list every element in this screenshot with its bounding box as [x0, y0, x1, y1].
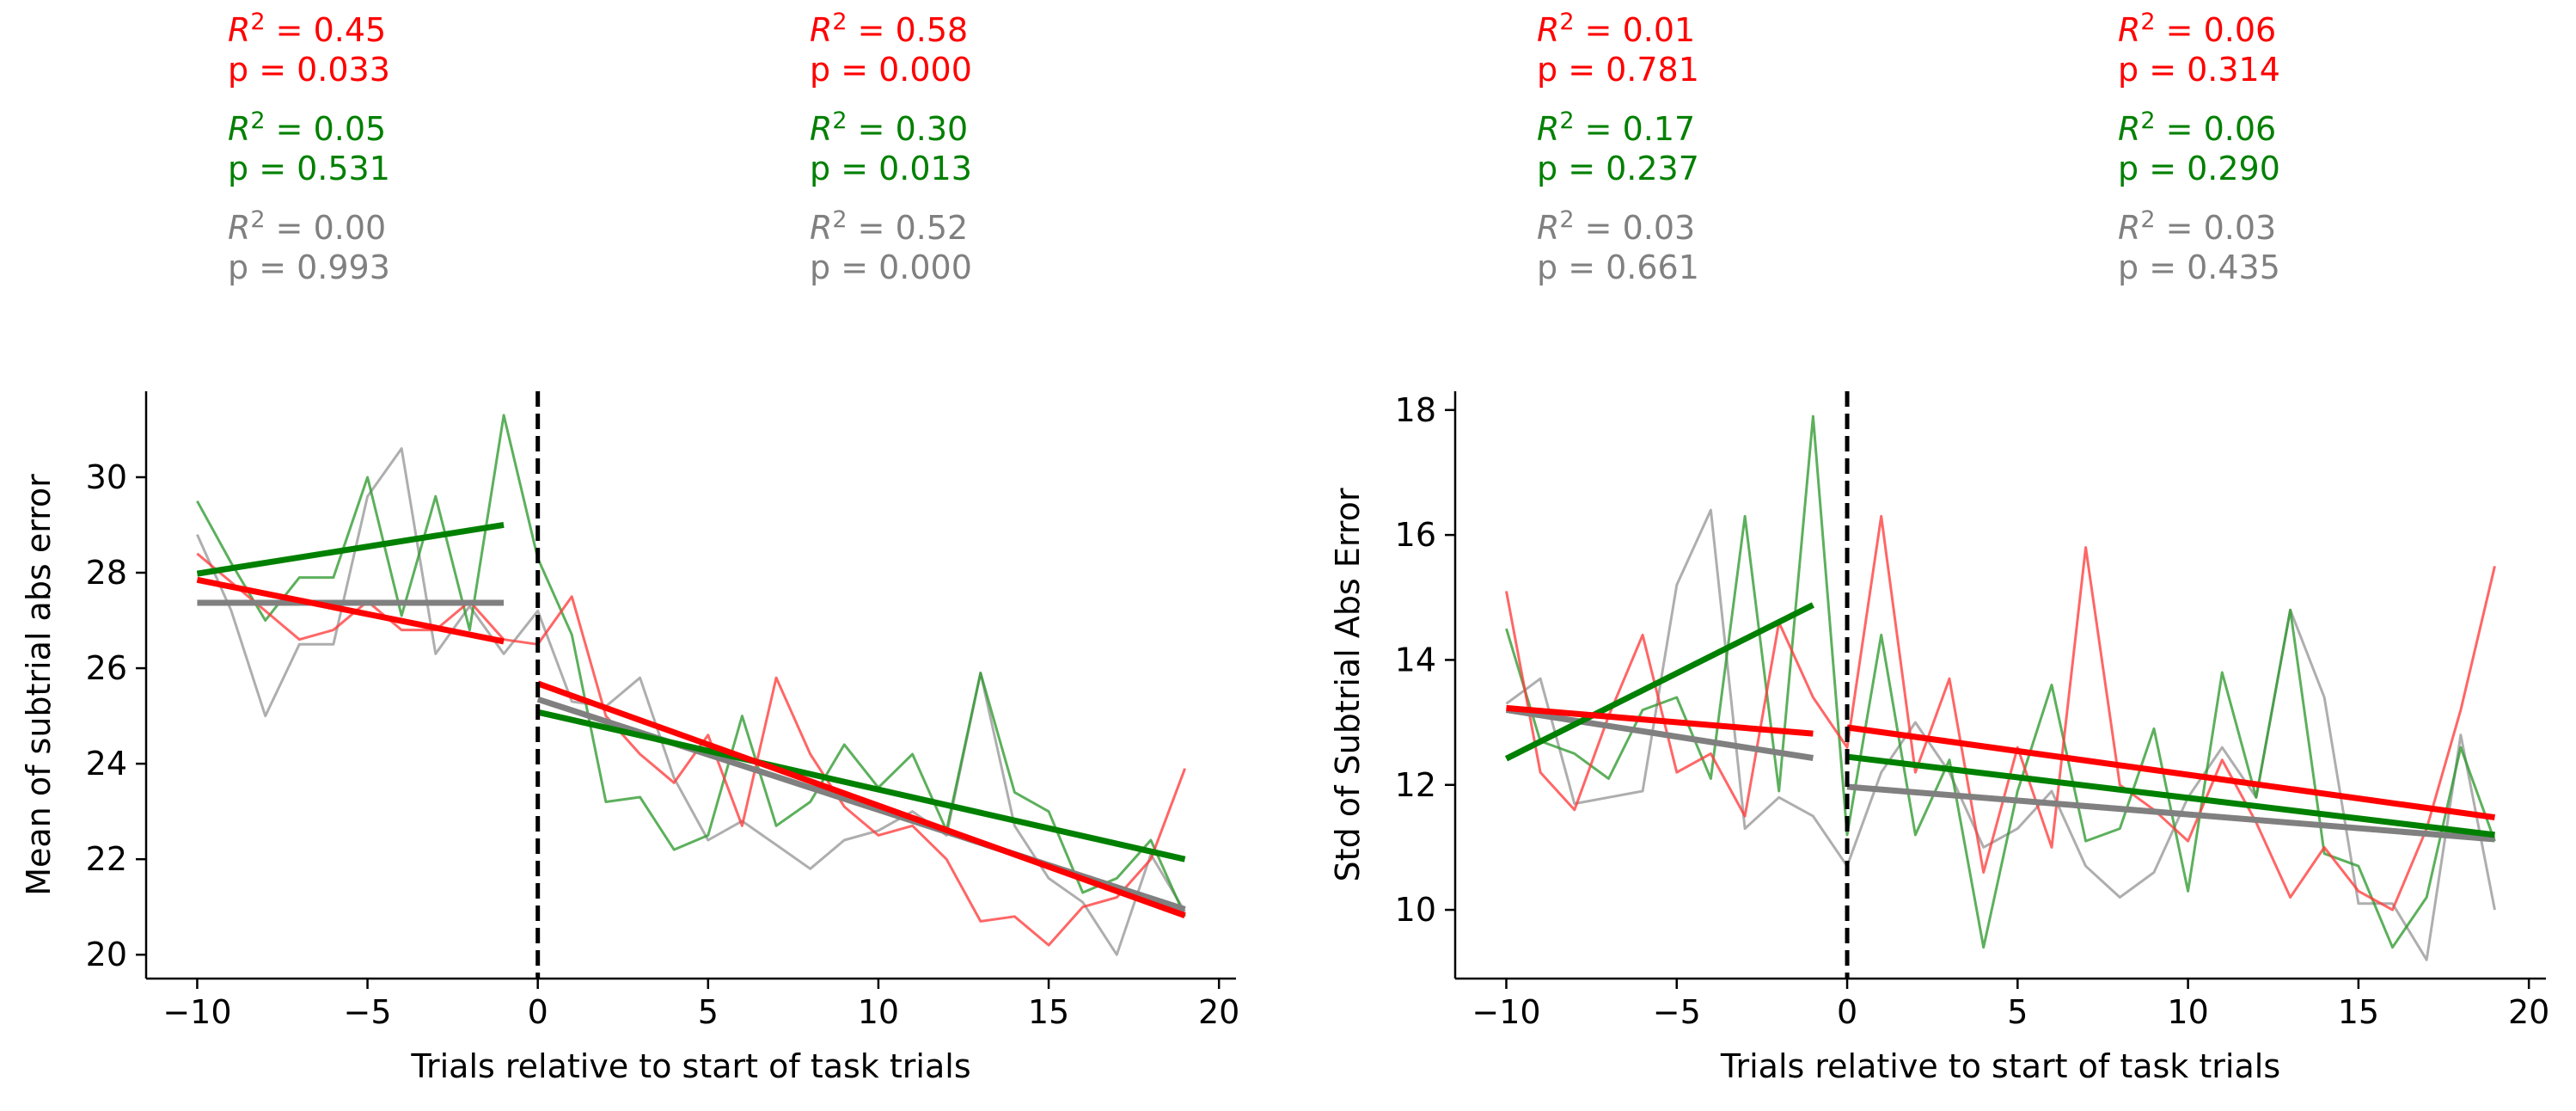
r-squared-value: 0.06 [2204, 11, 2277, 49]
p-value-annotation-green: p = 0.237 [1537, 150, 1699, 187]
r-squared-value: 0.03 [2204, 209, 2277, 247]
p-value-annotation-gray: p = 0.661 [1537, 249, 1699, 286]
p-value-annotation-green: p = 0.290 [2118, 150, 2280, 187]
p-value-annotation-red: p = 0.781 [1537, 51, 1699, 89]
r-squared-annotation-red: R2 = 0.06 [2118, 9, 2276, 49]
r-squared-annotation-green: R2 = 0.30 [810, 107, 968, 148]
r-squared-value: 0.05 [314, 110, 387, 148]
y-tick-label: 30 [86, 458, 127, 496]
fit-line-green-post [1846, 753, 2495, 838]
fit-line-red-pre [196, 576, 505, 645]
y-axis-label: Std of Subtrial Abs Error [1329, 488, 1367, 881]
fit-line-green-pre [196, 522, 505, 577]
r-squared-value: 0.01 [1623, 11, 1696, 49]
y-tick-label: 20 [86, 936, 127, 973]
x-axis-label: Trials relative to start of task trials [410, 1047, 970, 1085]
x-tick-label: −5 [344, 993, 392, 1031]
r-squared-value: 0.17 [1623, 110, 1696, 148]
r-squared-annotation-green: R2 = 0.17 [1537, 107, 1695, 148]
p-value-annotation-gray: p = 0.000 [810, 249, 972, 286]
y-tick-label: 26 [86, 649, 127, 687]
x-tick-label: 10 [2167, 993, 2208, 1031]
r-squared-value: 0.00 [314, 209, 387, 247]
r-squared-value: 0.58 [896, 11, 969, 49]
r-squared-value: 0.30 [896, 110, 969, 148]
fit-line-gray-pre [1505, 707, 1814, 761]
x-tick-label: 5 [2007, 993, 2028, 1031]
fit-line-gray-post [1846, 783, 2495, 843]
y-tick-label: 12 [1395, 766, 1436, 804]
raw-line-gray [1505, 508, 2496, 961]
y-tick-label: 28 [86, 554, 127, 592]
raw-line-red [196, 552, 1187, 947]
x-tick-label: −10 [1472, 993, 1540, 1031]
x-tick-label: −10 [162, 993, 231, 1031]
x-tick-label: −5 [1653, 993, 1701, 1031]
fit-line-green-pre [1504, 602, 1814, 762]
p-value-annotation-gray: p = 0.435 [2118, 249, 2280, 286]
chart-panel-2: −10 −5 0 5 10 15 20 10 12 14 16 18 Trials relative t… [1329, 9, 2549, 1085]
fit-line-red-pre [1506, 704, 1814, 737]
r-squared-annotation-gray: R2 = 0.00 [228, 206, 386, 247]
raw-line-red [1505, 514, 2496, 912]
r-squared-value: 0.52 [896, 209, 969, 247]
x-axis-label: Trials relative to start of task trials [1720, 1047, 2280, 1085]
p-value-annotation-red: p = 0.314 [2118, 51, 2280, 89]
r-squared-value: 0.03 [1623, 209, 1696, 247]
r-squared-annotation-green: R2 = 0.05 [228, 107, 386, 148]
x-tick-label: 20 [2508, 993, 2549, 1031]
r-squared-value: 0.06 [2204, 110, 2277, 148]
r-squared-annotation-red: R2 = 0.45 [228, 9, 386, 49]
p-value-annotation-red: p = 0.000 [810, 51, 972, 89]
r-squared-annotation-gray: R2 = 0.52 [810, 206, 968, 247]
p-value-annotation-red: p = 0.033 [228, 51, 390, 89]
x-tick-label: 5 [698, 993, 719, 1031]
x-tick-label: 10 [858, 993, 899, 1031]
x-tick-label: 20 [1198, 993, 1239, 1031]
raw-line-gray [196, 447, 1186, 956]
y-tick-label: 14 [1395, 641, 1436, 678]
p-value-annotation-gray: p = 0.993 [228, 249, 390, 286]
y-tick-label: 22 [86, 840, 127, 878]
raw-line-green [196, 414, 1186, 918]
r-squared-annotation-red: R2 = 0.58 [810, 9, 968, 49]
y-tick-label: 16 [1395, 516, 1436, 554]
x-tick-label: 0 [528, 993, 548, 1031]
fit-line-red-post [1846, 724, 2495, 821]
fit-line-green-post [536, 709, 1186, 862]
x-tick-label: 15 [1028, 993, 1069, 1031]
r-squared-annotation-green: R2 = 0.06 [2118, 107, 2276, 148]
x-tick-label: 0 [1837, 993, 1857, 1031]
r-squared-value: 0.45 [314, 11, 387, 49]
p-value-annotation-green: p = 0.531 [228, 150, 390, 187]
r-squared-annotation-gray: R2 = 0.03 [2118, 206, 2276, 247]
x-tick-label: 15 [2338, 993, 2379, 1031]
r-squared-annotation-red: R2 = 0.01 [1537, 9, 1695, 49]
y-axis-label: Mean of subtrial abs error [20, 474, 58, 896]
r-squared-annotation-gray: R2 = 0.03 [1537, 206, 1695, 247]
fit-line-red-post [536, 680, 1186, 918]
p-value-annotation-green: p = 0.013 [810, 150, 972, 187]
y-tick-label: 24 [86, 745, 127, 783]
chart-panel-1: −10 −5 0 5 10 15 20 20 22 24 26 28 30 Trials relative… [20, 9, 1239, 1085]
y-tick-label: 10 [1395, 891, 1436, 929]
y-tick-label: 18 [1395, 391, 1436, 429]
